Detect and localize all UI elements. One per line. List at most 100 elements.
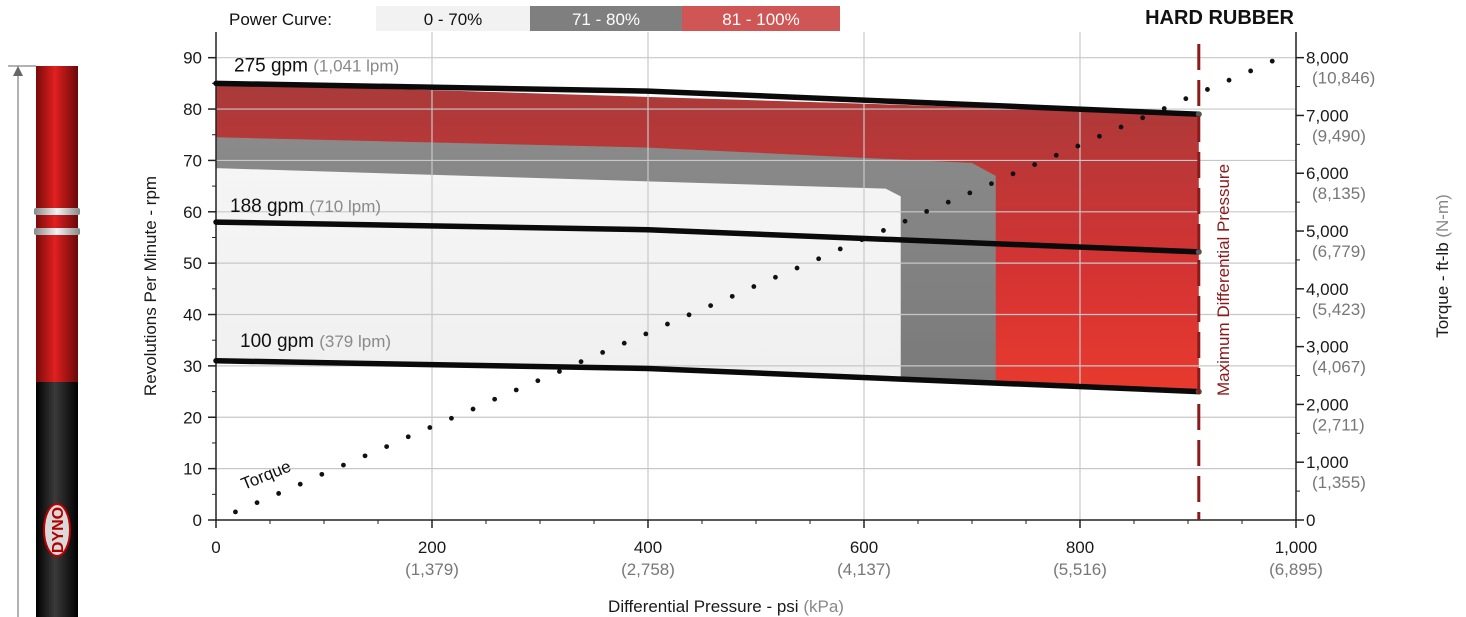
torque-point <box>1053 152 1059 158</box>
y-right-tick-sublabel: (1,355) <box>1312 473 1366 492</box>
torque-point <box>1010 171 1016 177</box>
legend-title: Power Curve: <box>229 10 332 29</box>
torque-point <box>794 265 800 271</box>
flow-label-gpm: 188 gpm <box>230 196 309 217</box>
torque-point <box>254 500 260 506</box>
x-axis-title-main: Differential Pressure - psi <box>608 597 803 616</box>
y-left-tick-label: 10 <box>183 460 202 479</box>
x-tick-label: 600 <box>850 538 878 557</box>
torque-point <box>427 425 433 430</box>
x-axis-title: Differential Pressure - psi (kPa) <box>608 597 844 616</box>
x-tick-sublabel: (2,758) <box>621 560 675 579</box>
legend-label: 81 - 100% <box>722 10 800 29</box>
x-tick-sublabel: (4,137) <box>837 560 891 579</box>
torque-point <box>881 228 886 233</box>
x-tick-sublabel: (6,895) <box>1269 560 1323 579</box>
torque-point <box>384 444 390 450</box>
y-left-tick-label: 90 <box>183 49 202 68</box>
x-axis-title-unit: (kPa) <box>803 597 844 616</box>
x-tick-label: 0 <box>211 538 220 557</box>
y-right-tick-sublabel: (8,135) <box>1312 184 1366 203</box>
axes: 0 10 20 30 40 50 60 70 80 90 0 200 (1,379) 400 (2,758)… <box>183 32 1375 579</box>
torque-point <box>449 415 454 421</box>
y-right-tick-label: 6,000 <box>1306 164 1349 183</box>
torque-point <box>276 491 282 496</box>
tool-length-arrowhead <box>13 66 23 76</box>
torque-point <box>233 509 238 515</box>
y-right-tick-sublabel: (10,846) <box>1312 69 1375 88</box>
chart-title: HARD RUBBER <box>1145 7 1294 29</box>
y-right-axis-title: Torque - ft-lb (N-m) <box>1433 194 1452 338</box>
torque-point <box>405 434 411 440</box>
torque-point <box>470 406 476 412</box>
y-right-tick-label: 3,000 <box>1306 338 1349 357</box>
flow-line <box>213 80 1202 117</box>
flow-label-lpm: (710 lpm) <box>309 197 381 216</box>
legend-swatch <box>376 6 530 31</box>
torque-point <box>578 359 584 365</box>
torque-point <box>557 369 562 374</box>
y-left-tick-label: 70 <box>183 151 202 170</box>
x-tick-label: 1,000 <box>1275 538 1318 557</box>
torque-point <box>621 340 627 346</box>
y-left-tick-label: 0 <box>193 511 202 530</box>
y-right-axis-title-main: Torque - ft-lb <box>1433 238 1452 338</box>
torque-point <box>319 471 325 477</box>
y-right-tick-label: 5,000 <box>1306 222 1349 241</box>
y-left-tick-label: 20 <box>183 408 202 427</box>
legend-swatch <box>530 6 682 31</box>
torque-point <box>816 256 822 262</box>
y-right-tick-sublabel: (4,067) <box>1312 358 1366 377</box>
y-left-tick-label: 40 <box>183 306 202 325</box>
flow-label-gpm: 275 gpm <box>234 55 313 76</box>
tool-illustration: DYNO <box>8 65 80 617</box>
tool-ring-upper <box>34 208 80 215</box>
flow-line <box>213 358 1202 395</box>
y-left-tick-label: 30 <box>183 357 202 376</box>
y-right-axis-title-unit: (N-m) <box>1433 194 1452 237</box>
torque-point <box>729 293 735 299</box>
flow-label: 100 gpm (379 lpm) <box>240 331 391 352</box>
y-left-tick-label: 60 <box>183 203 202 222</box>
torque-point <box>1075 143 1081 149</box>
flow-end-point <box>1195 111 1202 118</box>
y-left-tick-label: 50 <box>183 254 202 273</box>
torque-point <box>1205 87 1210 92</box>
y-right-tick-label: 4,000 <box>1306 280 1349 299</box>
y-right-tick-sublabel: (6,779) <box>1312 242 1366 261</box>
y-right-tick-sublabel: (2,711) <box>1312 415 1365 434</box>
torque-point <box>1269 58 1275 64</box>
torque-point <box>341 462 346 468</box>
torque-point <box>902 218 908 224</box>
torque-point <box>492 396 498 402</box>
torque-point <box>837 246 843 252</box>
max-pressure: Maximum Differential Pressure <box>1197 44 1233 520</box>
torque-point <box>1183 96 1189 102</box>
legend-swatch <box>682 6 840 31</box>
x-tick-label: 400 <box>634 538 662 557</box>
y-right-tick-label: 8,000 <box>1306 49 1349 68</box>
torque-point <box>989 181 994 187</box>
y-right-tick-sublabel: (5,423) <box>1312 300 1366 319</box>
torque-point <box>945 199 951 205</box>
flow-line <box>213 219 1202 255</box>
torque-point <box>1097 133 1102 139</box>
flow-label-lpm: (1,041 lpm) <box>313 56 399 75</box>
torque-point <box>1248 68 1254 74</box>
y-right-tick-label: 0 <box>1306 511 1315 530</box>
flow-series: 275 gpm (1,041 lpm) 188 gpm (710 lpm) 100 … <box>213 55 1202 395</box>
flow-label-gpm: 100 gpm <box>240 331 319 352</box>
torque-point <box>1161 106 1167 111</box>
torque-point <box>1032 162 1038 167</box>
torque-point <box>362 453 368 459</box>
tool-black-section <box>36 382 78 617</box>
flow-label: 188 gpm (710 lpm) <box>230 196 381 217</box>
torque-point <box>1226 77 1232 83</box>
torque-label: Torque <box>238 457 293 494</box>
torque-point <box>535 378 541 384</box>
flow-label-lpm: (379 lpm) <box>319 332 391 351</box>
torque-point <box>708 303 714 308</box>
legend-label: 71 - 80% <box>572 10 640 29</box>
